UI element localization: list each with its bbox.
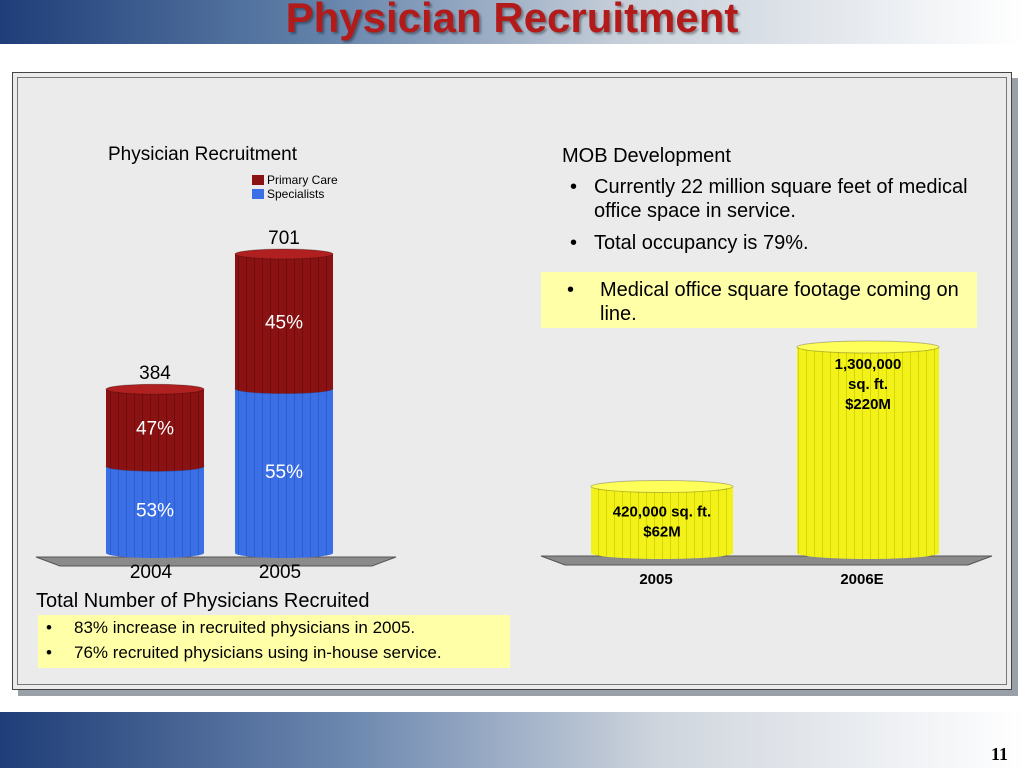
bullet-text: 83% increase in recruited physicians in … bbox=[74, 618, 416, 637]
bar-primary-care-2005-body bbox=[235, 254, 333, 389]
total-label: 701 bbox=[268, 228, 300, 249]
bullet-text: 76% recruited physicians using in-house … bbox=[74, 643, 442, 662]
bar-mob-2005-body bbox=[591, 486, 733, 553]
chart-x-label: Total Number of Physicians Recruited bbox=[36, 590, 370, 612]
specialists-pct-label: 53% bbox=[136, 501, 174, 522]
bar-specialists-2005-base bbox=[235, 548, 333, 558]
specialists-pct-label: 55% bbox=[265, 462, 303, 483]
mob-title: MOB Development bbox=[562, 145, 731, 167]
bar-primary-care-2005 bbox=[234, 248, 334, 394]
bullet-text: Medical office square footage coming on … bbox=[600, 279, 959, 325]
bar-mob-2006E bbox=[796, 340, 940, 559]
recruitment-bullets: • 83% increase in recruited physicians i… bbox=[38, 615, 510, 668]
x-tick-label: 2004 bbox=[130, 562, 173, 583]
chart-legend: Primary Care Specialists bbox=[252, 173, 338, 201]
bullet-item: • Total occupancy is 79%. bbox=[570, 231, 970, 255]
left-chart-title: Physician Recruitment bbox=[108, 144, 298, 165]
bullet-dot: • bbox=[46, 643, 52, 662]
bullet-dot: • bbox=[570, 176, 578, 198]
highlight-bullet: • Medical office square footage coming o… bbox=[541, 272, 977, 328]
title-band bbox=[0, 0, 1024, 44]
bar-value-label: 1,300,000 bbox=[835, 356, 902, 373]
total-label: 384 bbox=[139, 363, 171, 384]
bullet-text: Currently 22 million square feet of medi… bbox=[594, 176, 968, 222]
bullet-text: Total occupancy is 79%. bbox=[594, 232, 809, 254]
bar-mob-2005-top bbox=[590, 479, 734, 493]
bullet-dot: • bbox=[46, 618, 52, 637]
legend-label-primary-care: Primary Care bbox=[267, 173, 338, 187]
bar-primary-care-2005-top bbox=[234, 248, 334, 260]
bullet-dot: • bbox=[567, 279, 575, 301]
bar-primary-care-2004-base bbox=[106, 461, 204, 472]
physician-chart: 384 53% 47% 2004 701 55% 45% 2005 bbox=[35, 228, 397, 583]
chart-floor bbox=[35, 556, 397, 567]
legend-swatch-primary-care bbox=[252, 175, 264, 185]
legend-label-specialists: Specialists bbox=[267, 187, 325, 201]
x-tick-label: 2005 bbox=[259, 562, 301, 583]
bullet-item: • Currently 22 million square feet of me… bbox=[570, 175, 970, 223]
bar-value-label: 420,000 sq. ft. bbox=[613, 503, 711, 520]
slide-title: Physician Recruitment bbox=[285, 0, 739, 41]
bullet-item: • 76% recruited physicians using in-hous… bbox=[38, 640, 510, 665]
mob-bullets: • Currently 22 million square feet of me… bbox=[570, 175, 970, 263]
bar-primary-care-2004 bbox=[105, 383, 205, 472]
bar-value-label: $62M bbox=[643, 523, 681, 540]
bar-mob-2005-base bbox=[591, 547, 733, 559]
bullet-item: • 83% increase in recruited physicians i… bbox=[38, 615, 510, 640]
bar-mob-2006E-top bbox=[796, 340, 940, 354]
bar-specialists-2005-body bbox=[235, 388, 333, 553]
bar-primary-care-2004-body bbox=[106, 389, 204, 467]
bar-primary-care-2004-top bbox=[105, 383, 205, 395]
bar-value-label: $220M bbox=[845, 396, 891, 413]
bar-value-label: sq. ft. bbox=[848, 376, 888, 393]
bar-mob-2006E-base bbox=[797, 547, 939, 559]
bar-primary-care-2005-base bbox=[235, 383, 333, 394]
footer-band bbox=[0, 712, 1024, 768]
page-number: 11 bbox=[990, 744, 1008, 764]
bar-specialists-2004-base bbox=[106, 548, 204, 558]
legend-item-primary-care: Primary Care bbox=[252, 173, 338, 187]
x-tick-label: 2006E bbox=[840, 571, 883, 588]
bullet-dot: • bbox=[570, 232, 578, 254]
x-tick-label: 2005 bbox=[639, 571, 672, 588]
bar-mob-2005 bbox=[590, 479, 734, 559]
bar-specialists-2004-body bbox=[106, 466, 204, 553]
legend-item-specialists: Specialists bbox=[252, 187, 338, 201]
legend-swatch-specialists bbox=[252, 189, 264, 199]
primary-care-pct-label: 47% bbox=[136, 419, 174, 440]
mob-chart: 420,000 sq. ft. $62M 2005 1,300,000 sq. ft. $… bbox=[540, 340, 993, 588]
bar-mob-2006E-body bbox=[797, 347, 939, 553]
chart-floor bbox=[540, 555, 993, 566]
primary-care-pct-label: 45% bbox=[265, 312, 303, 333]
